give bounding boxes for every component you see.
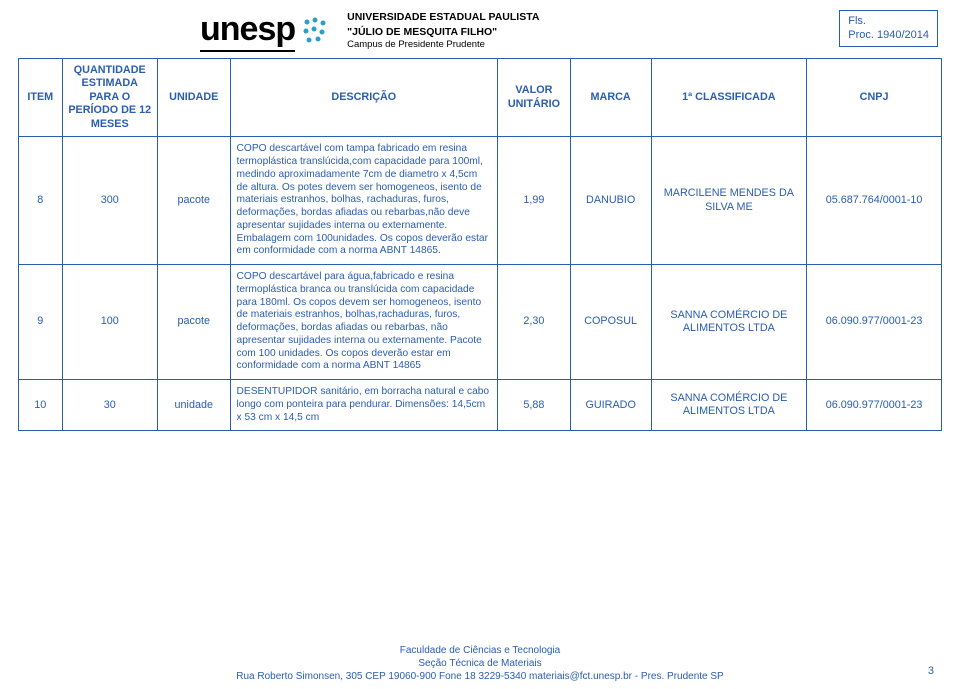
uni-line1: UNIVERSIDADE ESTADUAL PAULISTA — [347, 10, 539, 24]
data-table: ITEM QUANTIDADE ESTIMADA PARA O PERÍODO … — [18, 58, 942, 431]
col-item: ITEM — [19, 59, 63, 137]
page-header: unesp UNIVERSIDADE ESTADUAL PAULISTA "JÚ… — [0, 0, 960, 58]
process-box: Fls. Proc. 1940/2014 — [839, 10, 938, 47]
university-text: UNIVERSIDADE ESTADUAL PAULISTA "JÚLIO DE… — [347, 10, 539, 51]
col-desc: DESCRIÇÃO — [230, 59, 498, 137]
cell-val: 2,30 — [498, 265, 571, 380]
footer-line3: Rua Roberto Simonsen, 305 CEP 19060-900 … — [0, 670, 960, 683]
footer-line1: Faculdade de Ciências e Tecnologia — [0, 644, 960, 657]
proc-num: Proc. 1940/2014 — [848, 28, 929, 42]
proc-fls: Fls. — [848, 14, 929, 28]
table-row: 9100pacoteCOPO descartável para água,fab… — [19, 265, 942, 380]
cell-cla: SANNA COMÉRCIO DE ALIMENTOS LTDA — [651, 380, 807, 431]
table-container: ITEM QUANTIDADE ESTIMADA PARA O PERÍODO … — [0, 58, 960, 431]
logo-icon — [301, 16, 329, 49]
uni-line2: "JÚLIO DE MESQUITA FILHO" — [347, 25, 539, 39]
table-header-row: ITEM QUANTIDADE ESTIMADA PARA O PERÍODO … — [19, 59, 942, 137]
cell-cnpj: 06.090.977/0001-23 — [807, 265, 942, 380]
cell-qtd: 100 — [62, 265, 157, 380]
cell-cnpj: 06.090.977/0001-23 — [807, 380, 942, 431]
col-qtd: QUANTIDADE ESTIMADA PARA O PERÍODO DE 12… — [62, 59, 157, 137]
cell-desc: DESENTUPIDOR sanitário, em borracha natu… — [230, 380, 498, 431]
cell-desc: COPO descartável com tampa fabricado em … — [230, 137, 498, 265]
table-row: 8300pacoteCOPO descartável com tampa fab… — [19, 137, 942, 265]
cell-uni: pacote — [157, 137, 230, 265]
cell-cla: SANNA COMÉRCIO DE ALIMENTOS LTDA — [651, 265, 807, 380]
cell-uni: unidade — [157, 380, 230, 431]
col-cnpj: CNPJ — [807, 59, 942, 137]
cell-qtd: 300 — [62, 137, 157, 265]
cell-qtd: 30 — [62, 380, 157, 431]
cell-val: 5,88 — [498, 380, 571, 431]
col-val: VALOR UNITÁRIO — [498, 59, 571, 137]
footer-line2: Seção Técnica de Materiais — [0, 657, 960, 670]
table-row: 1030unidadeDESENTUPIDOR sanitário, em bo… — [19, 380, 942, 431]
page-number: 3 — [928, 665, 934, 677]
cell-item: 8 — [19, 137, 63, 265]
logo-text: unesp — [200, 10, 295, 52]
cell-marca: COPOSUL — [570, 265, 651, 380]
cell-cnpj: 05.687.764/0001-10 — [807, 137, 942, 265]
cell-item: 9 — [19, 265, 63, 380]
cell-val: 1,99 — [498, 137, 571, 265]
col-cla: 1ª CLASSIFICADA — [651, 59, 807, 137]
uni-line3: Campus de Presidente Prudente — [347, 39, 539, 52]
cell-marca: GUIRADO — [570, 380, 651, 431]
cell-cla: MARCILENE MENDES DA SILVA ME — [651, 137, 807, 265]
cell-desc: COPO descartável para água,fabricado e r… — [230, 265, 498, 380]
col-marca: MARCA — [570, 59, 651, 137]
page-footer: Faculdade de Ciências e Tecnologia Seção… — [0, 644, 960, 683]
cell-uni: pacote — [157, 265, 230, 380]
cell-marca: DANUBIO — [570, 137, 651, 265]
cell-item: 10 — [19, 380, 63, 431]
col-uni: UNIDADE — [157, 59, 230, 137]
logo-block: unesp UNIVERSIDADE ESTADUAL PAULISTA "JÚ… — [200, 10, 539, 52]
